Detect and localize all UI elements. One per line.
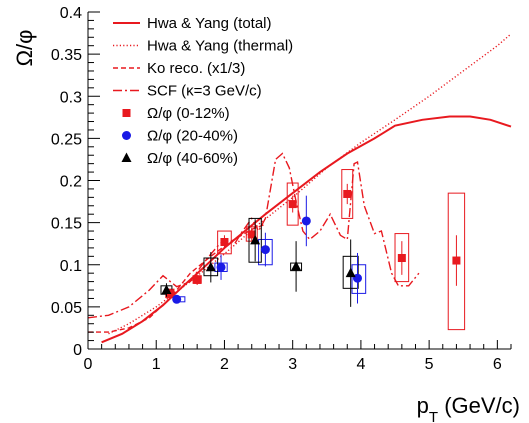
systematic-box	[248, 217, 262, 263]
y-tick-label: 0.05	[51, 300, 82, 317]
x-tick-label: 2	[220, 356, 229, 373]
legend-marker-triangle	[121, 152, 132, 162]
curves-layer	[87, 33, 512, 344]
legend-item-20-40: Ω/φ (20-40%)	[122, 128, 238, 145]
x-tick-label: 1	[152, 356, 161, 373]
y-tick-label: 0.2	[60, 174, 82, 191]
x-axis-title: pT (GeV/c)	[417, 393, 520, 423]
legend-label: Ω/φ (0-12%)	[147, 105, 230, 122]
legend-item-hwa-yang-total: Hwa & Yang (total)	[113, 15, 272, 32]
y-tick-label: 0.3	[60, 89, 82, 106]
data-points-layer	[161, 183, 461, 307]
legend-item-hwa-yang-thermal: Hwa & Yang (thermal)	[113, 38, 293, 55]
data-point-circle	[352, 273, 362, 283]
x-tick-label: 6	[493, 356, 502, 373]
y-tick-label: 0.25	[51, 131, 82, 148]
legend-label: Ko reco. (x1/3)	[147, 60, 245, 77]
x-tick-label: 3	[288, 356, 297, 373]
systematic-box	[351, 264, 367, 294]
x-tick-label: 4	[356, 356, 365, 373]
axes-layer: 0 1 2 3 4 5 6 0 0.05 0.1 0.15 0.2 0.25 0.3 0.35 0.4	[51, 5, 512, 373]
y-axis-title: Ω/φ	[12, 30, 37, 67]
y-tick-label: 0	[73, 342, 82, 359]
legend-marker-square	[122, 109, 131, 117]
systematic-boxes-layer	[160, 169, 466, 331]
data-point-square	[193, 275, 202, 284]
data-point-triangle	[291, 260, 302, 271]
y-tick-label: 0.1	[60, 258, 82, 275]
x-tick-label: 5	[425, 356, 434, 373]
legend: Hwa & Yang (total) Hwa & Yang (thermal) Ko…	[113, 15, 293, 167]
legend-item-scf-3-gev-c: SCF (κ=3 GeV/c)	[113, 83, 262, 100]
y-tick-label: 0.15	[51, 216, 82, 233]
legend-label: Hwa & Yang (total)	[147, 15, 272, 32]
data-point-circle	[172, 294, 182, 304]
legend-marker-circle	[122, 131, 131, 140]
systematic-box	[217, 230, 232, 255]
data-point-square	[220, 238, 229, 247]
legend-label: Ω/φ (40-60%)	[147, 150, 238, 167]
data-point-circle	[216, 262, 226, 272]
y-tick-label: 0.35	[51, 47, 82, 64]
curve-ko-reco-x1-3	[88, 223, 266, 333]
data-point-square	[343, 189, 352, 198]
data-point-triangle	[161, 284, 172, 295]
data-point-circle	[301, 216, 311, 226]
legend-item-40-60: Ω/φ (40-60%)	[121, 150, 238, 167]
systematic-box	[394, 233, 410, 283]
legend-label: Hwa & Yang (thermal)	[147, 38, 293, 55]
curve-hwa-yang-thermal	[108, 33, 512, 335]
systematic-box	[286, 182, 299, 226]
data-point-square	[247, 230, 256, 239]
systematic-box	[447, 192, 466, 331]
systematic-box	[341, 169, 354, 219]
x-tick-label: 0	[84, 356, 93, 373]
data-point-square	[397, 254, 406, 263]
data-point-triangle	[345, 267, 356, 278]
legend-label: Ω/φ (20-40%)	[147, 128, 238, 145]
curve-scf-3-gev-c	[87, 152, 420, 319]
data-point-square	[288, 200, 297, 209]
data-point-triangle	[205, 261, 216, 272]
data-point-triangle	[250, 234, 261, 245]
data-point-circle	[260, 245, 270, 255]
data-point-square	[452, 256, 461, 265]
y-tick-label: 0.4	[60, 5, 82, 22]
legend-label: SCF (κ=3 GeV/c)	[147, 83, 262, 100]
legend-item-ko-reco-x1-3: Ko reco. (x1/3)	[113, 60, 245, 77]
legend-item-0-12: Ω/φ (0-12%)	[122, 105, 230, 122]
